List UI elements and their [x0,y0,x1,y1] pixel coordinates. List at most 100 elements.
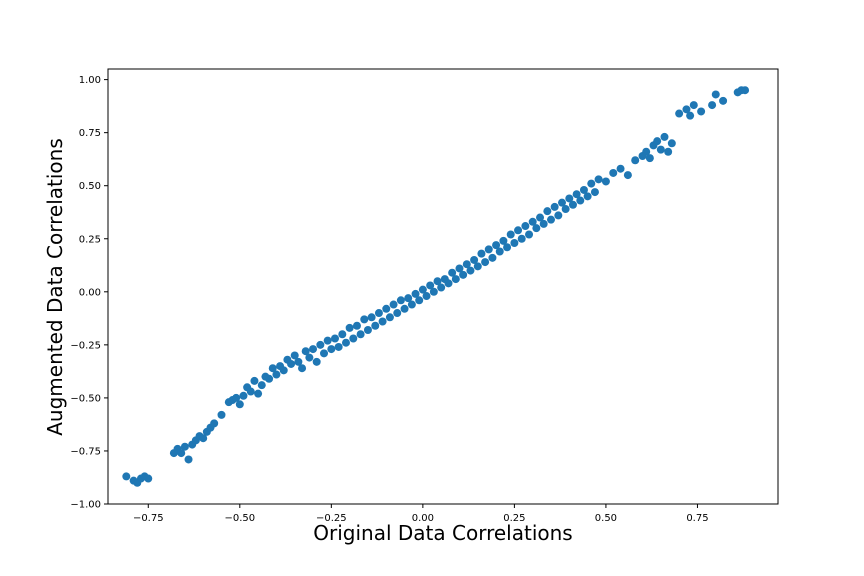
scatter-points [122,86,750,487]
data-point [389,300,398,309]
data-point [492,241,501,250]
data-point [254,389,263,398]
data-point [660,132,669,141]
data-point [400,304,409,313]
data-point [667,139,676,148]
x-tick-label: 0.25 [503,513,525,524]
data-point [473,262,482,271]
data-point [459,270,468,279]
data-point [393,309,402,318]
data-point [177,449,186,458]
y-tick-label: −1.00 [70,500,101,511]
plot-area-frame [107,68,779,505]
data-point [257,381,266,390]
data-point [294,357,303,366]
data-point [532,224,541,233]
data-point [631,156,640,165]
data-point [525,230,534,239]
data-point [290,351,299,360]
data-point [484,245,493,254]
data-point [572,190,581,199]
data-point [411,289,420,298]
data-point [557,198,566,207]
data-point [415,296,424,305]
data-point [210,419,219,428]
data-point [250,376,259,385]
data-point [616,164,625,173]
data-point [697,107,706,116]
data-point [568,200,577,209]
data-point [396,296,405,305]
data-point [426,281,435,290]
data-point [495,247,504,256]
data-point [378,317,387,326]
data-point [583,192,592,201]
data-point [565,194,574,203]
data-point [576,196,585,205]
y-tick-label: 0.00 [79,287,101,298]
data-point [312,357,321,366]
data-point [514,226,523,235]
data-point [287,359,296,368]
data-point [601,177,610,186]
data-point [609,168,618,177]
data-point [506,230,515,239]
data-point [642,147,651,156]
data-point [488,253,497,262]
data-point [437,283,446,292]
data-point [645,154,654,163]
data-point [711,90,720,99]
y-axis-ticks: −1.00 −0.75 −0.50 −0.25 0.00 0.25 0.50 0.75 1.00 [70,75,108,511]
data-point [547,215,556,224]
data-point [590,188,599,197]
data-point [184,455,193,464]
data-point [309,345,318,354]
x-tick-label: −0.50 [224,513,255,524]
data-point [653,137,662,146]
data-point [320,349,329,358]
data-point [682,105,691,114]
data-point [433,277,442,286]
data-point [374,309,383,318]
data-point [536,213,545,222]
x-tick-label: 0.00 [412,513,434,524]
data-point [466,266,475,275]
x-tick-label: 0.75 [686,513,708,524]
data-point [579,185,588,194]
data-point [675,109,684,118]
data-point [510,239,519,247]
x-tick-label: 0.50 [595,513,617,524]
data-point [708,101,717,110]
data-point [470,255,479,264]
y-tick-label: −0.25 [70,340,101,351]
data-point [199,434,208,443]
y-tick-label: 0.50 [79,181,101,192]
data-point [265,374,274,383]
y-tick-label: 0.75 [79,128,101,139]
data-point [298,364,307,373]
data-point [656,145,665,154]
data-point [554,211,563,220]
data-point [305,353,314,362]
x-axis-label: Original Data Correlations [313,521,572,545]
y-tick-label: −0.50 [70,393,101,404]
data-point [686,111,695,120]
data-point [499,236,508,245]
data-point [363,326,372,334]
data-point [371,321,380,330]
data-point [429,287,438,296]
data-point [477,249,486,258]
data-point [587,179,596,188]
data-point [349,334,358,343]
data-point [360,315,369,324]
y-axis-label: Augmented Data Correlations [43,138,67,436]
data-point [517,234,526,243]
data-point [334,342,343,351]
data-point [521,222,530,231]
data-point [330,334,339,343]
data-point [719,96,728,105]
data-point [385,313,394,322]
x-tick-label: −0.25 [316,513,347,524]
data-point [122,472,131,481]
data-point [543,207,552,216]
